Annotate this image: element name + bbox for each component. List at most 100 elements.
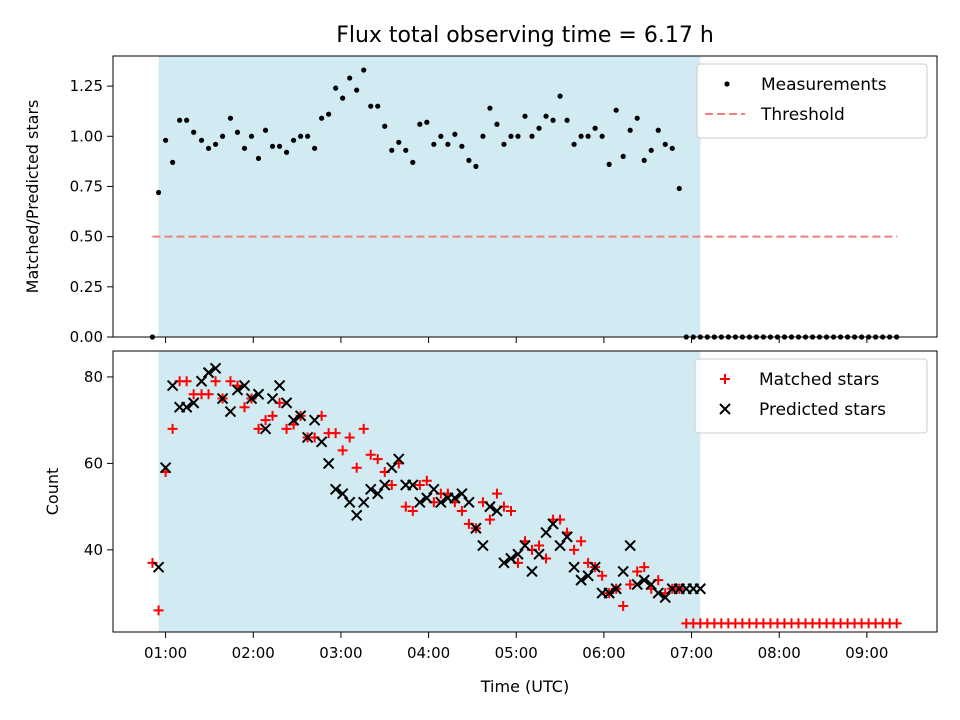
measurements-point [501, 141, 507, 147]
measurements-point [269, 143, 276, 149]
measurements-point [177, 117, 183, 123]
predicted-stars-point [414, 496, 426, 509]
predicted-stars-point [259, 423, 272, 435]
matched-stars-point [400, 501, 411, 512]
measurements-point [212, 141, 219, 147]
predicted-stars-point [195, 375, 208, 387]
measurements-point [389, 147, 395, 153]
measurements-point [487, 105, 493, 111]
measurements-point [290, 137, 297, 143]
predicted-stars-point [533, 548, 545, 560]
predicted-stars-point [308, 414, 321, 426]
measurements-point [276, 143, 283, 149]
measurements-point [606, 161, 612, 167]
matched-stars-point [576, 536, 587, 547]
matched-stars-point [153, 605, 164, 616]
measurements-point [255, 155, 262, 161]
predicted-stars-point [216, 392, 229, 405]
predicted-stars-point [421, 492, 433, 504]
matched-stars-point [639, 562, 650, 573]
matched-stars-point [239, 402, 250, 413]
measurements-point [305, 133, 311, 139]
x-tick-label: 06:00 [582, 644, 625, 662]
measurements-point [283, 149, 290, 155]
ratio-panel: 0.00 0.25 0.50 0.75 1.00 1.25 Matched/Predict… [23, 55, 938, 346]
measurements-point [655, 127, 661, 133]
y-tick-label: 0.50 [70, 228, 103, 246]
predicted-stars-point [645, 578, 657, 591]
predicted-stars-point [540, 526, 552, 539]
measurements-point [634, 115, 640, 121]
matched-stars-point [203, 389, 214, 400]
predicted-stars-point [456, 487, 468, 500]
ratio-panel-frame [112, 55, 938, 338]
measurements-point [354, 87, 360, 93]
measurements-point [326, 111, 332, 117]
measurements-point [396, 139, 402, 145]
measurements-point [241, 145, 248, 151]
measurements-point [578, 133, 584, 139]
measurements-point [515, 133, 521, 139]
predicted-stars-point [336, 487, 349, 500]
predicted-stars-point [379, 479, 391, 491]
predicted-stars-point [505, 552, 517, 565]
matched-stars-point [632, 566, 643, 577]
predicted-stars-point [357, 496, 370, 509]
predicted-stars-point [652, 587, 664, 599]
predicted-stars-point [393, 453, 405, 465]
measurements-point [571, 141, 577, 147]
legend-matched-stars-swatch [720, 374, 730, 384]
predicted-stars-point [463, 496, 475, 509]
matched-stars-point [365, 449, 376, 460]
predicted-stars-point [603, 587, 615, 599]
measurements-point [184, 117, 190, 123]
measurements-point [543, 113, 549, 119]
predicted-stars-point [554, 539, 566, 552]
matched-stars-point [484, 514, 495, 525]
predicted-stars-point [301, 431, 314, 444]
predicted-stars-point [568, 561, 580, 573]
predicted-stars-point [159, 462, 172, 474]
measurements-point [620, 153, 626, 159]
predicted-stars-point [428, 483, 440, 496]
matched-stars-point [337, 445, 348, 456]
predicted-stars-point [322, 457, 335, 470]
matched-stars-point [167, 423, 178, 434]
predicted-stars-point [610, 583, 622, 595]
matched-stars-point [281, 423, 292, 434]
predicted-stars-point [477, 539, 489, 552]
legend-measurements-label: Measurements [761, 75, 887, 95]
measurements-point [662, 141, 668, 147]
predicted-stars-point [386, 462, 398, 474]
measurements-point [438, 133, 444, 139]
x-tick-label: 01:00 [144, 644, 187, 662]
ratio-panel-x-ticks [165, 337, 868, 343]
y-tick-label: 0.25 [70, 278, 103, 296]
measurements-point [648, 147, 654, 153]
measurements-point [227, 115, 234, 121]
predicted-stars-point [329, 483, 342, 496]
measurements-point [599, 133, 605, 139]
predicted-stars-point [202, 366, 215, 379]
predicted-stars-point [266, 392, 279, 405]
matched-stars-point [414, 480, 425, 491]
predicted-stars-point [294, 410, 307, 422]
predicted-stars-point [238, 379, 251, 392]
ratio-legend-box [696, 63, 928, 139]
predicted-stars-point [470, 522, 482, 534]
x-tick-label: 03:00 [319, 644, 362, 662]
predicted-stars-point [273, 379, 286, 392]
predicted-stars-point [407, 479, 419, 491]
predicted-stars-point [350, 509, 363, 521]
predicted-stars-point [280, 397, 293, 409]
measurements-point [508, 133, 514, 139]
measurements-point [452, 131, 458, 137]
measurements-point [361, 67, 367, 73]
legend-predicted-stars-swatch [719, 403, 731, 415]
matched-stars-point [253, 423, 264, 434]
measurements-point [191, 129, 197, 135]
measurements-point [340, 95, 346, 101]
chart-title: Flux total observing time = 6.17 h [336, 23, 714, 48]
count-panel-x-ticks: 01:00 02:00 03:00 04:00 05:00 06:00 07:00 08:00… [144, 632, 888, 662]
measurements-point [529, 133, 535, 139]
